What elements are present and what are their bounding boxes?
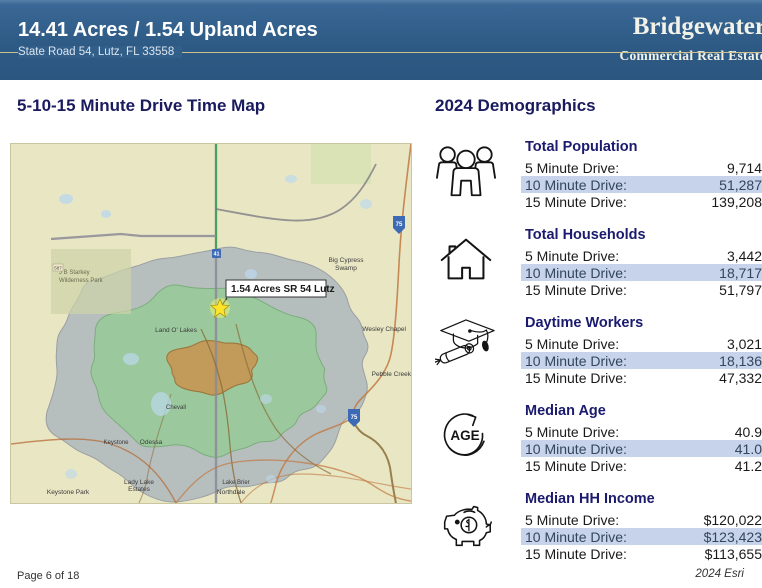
svg-text:Lady Lake: Lady Lake bbox=[124, 479, 154, 486]
svg-text:J B Starkey: J B Starkey bbox=[59, 270, 90, 276]
svg-text:Northdale: Northdale bbox=[217, 489, 246, 496]
svg-text:Swamp: Swamp bbox=[335, 265, 357, 272]
svg-text:587: 587 bbox=[54, 266, 62, 271]
svg-text:Estates: Estates bbox=[128, 486, 150, 493]
svg-text:41: 41 bbox=[213, 252, 219, 258]
svg-text:Odessa: Odessa bbox=[140, 439, 163, 446]
svg-text:75: 75 bbox=[351, 415, 358, 421]
svg-text:Lake Brier: Lake Brier bbox=[222, 480, 249, 486]
svg-text:Wesley Chapel: Wesley Chapel bbox=[362, 326, 406, 333]
svg-text:Keystone: Keystone bbox=[103, 440, 129, 446]
svg-text:Pebble Creek: Pebble Creek bbox=[372, 371, 411, 378]
svg-text:Keystone Park: Keystone Park bbox=[47, 489, 90, 496]
svg-text:75: 75 bbox=[396, 222, 403, 228]
svg-text:Chevall: Chevall bbox=[166, 405, 186, 411]
svg-text:Big Cypress: Big Cypress bbox=[328, 257, 364, 264]
svg-text:1.54 Acres SR 54 Lutz: 1.54 Acres SR 54 Lutz bbox=[231, 284, 335, 295]
svg-text:Land O' Lakes: Land O' Lakes bbox=[155, 327, 197, 334]
svg-text:Wilderness Park: Wilderness Park bbox=[59, 278, 104, 284]
svg-text:AGE: AGE bbox=[450, 428, 479, 443]
